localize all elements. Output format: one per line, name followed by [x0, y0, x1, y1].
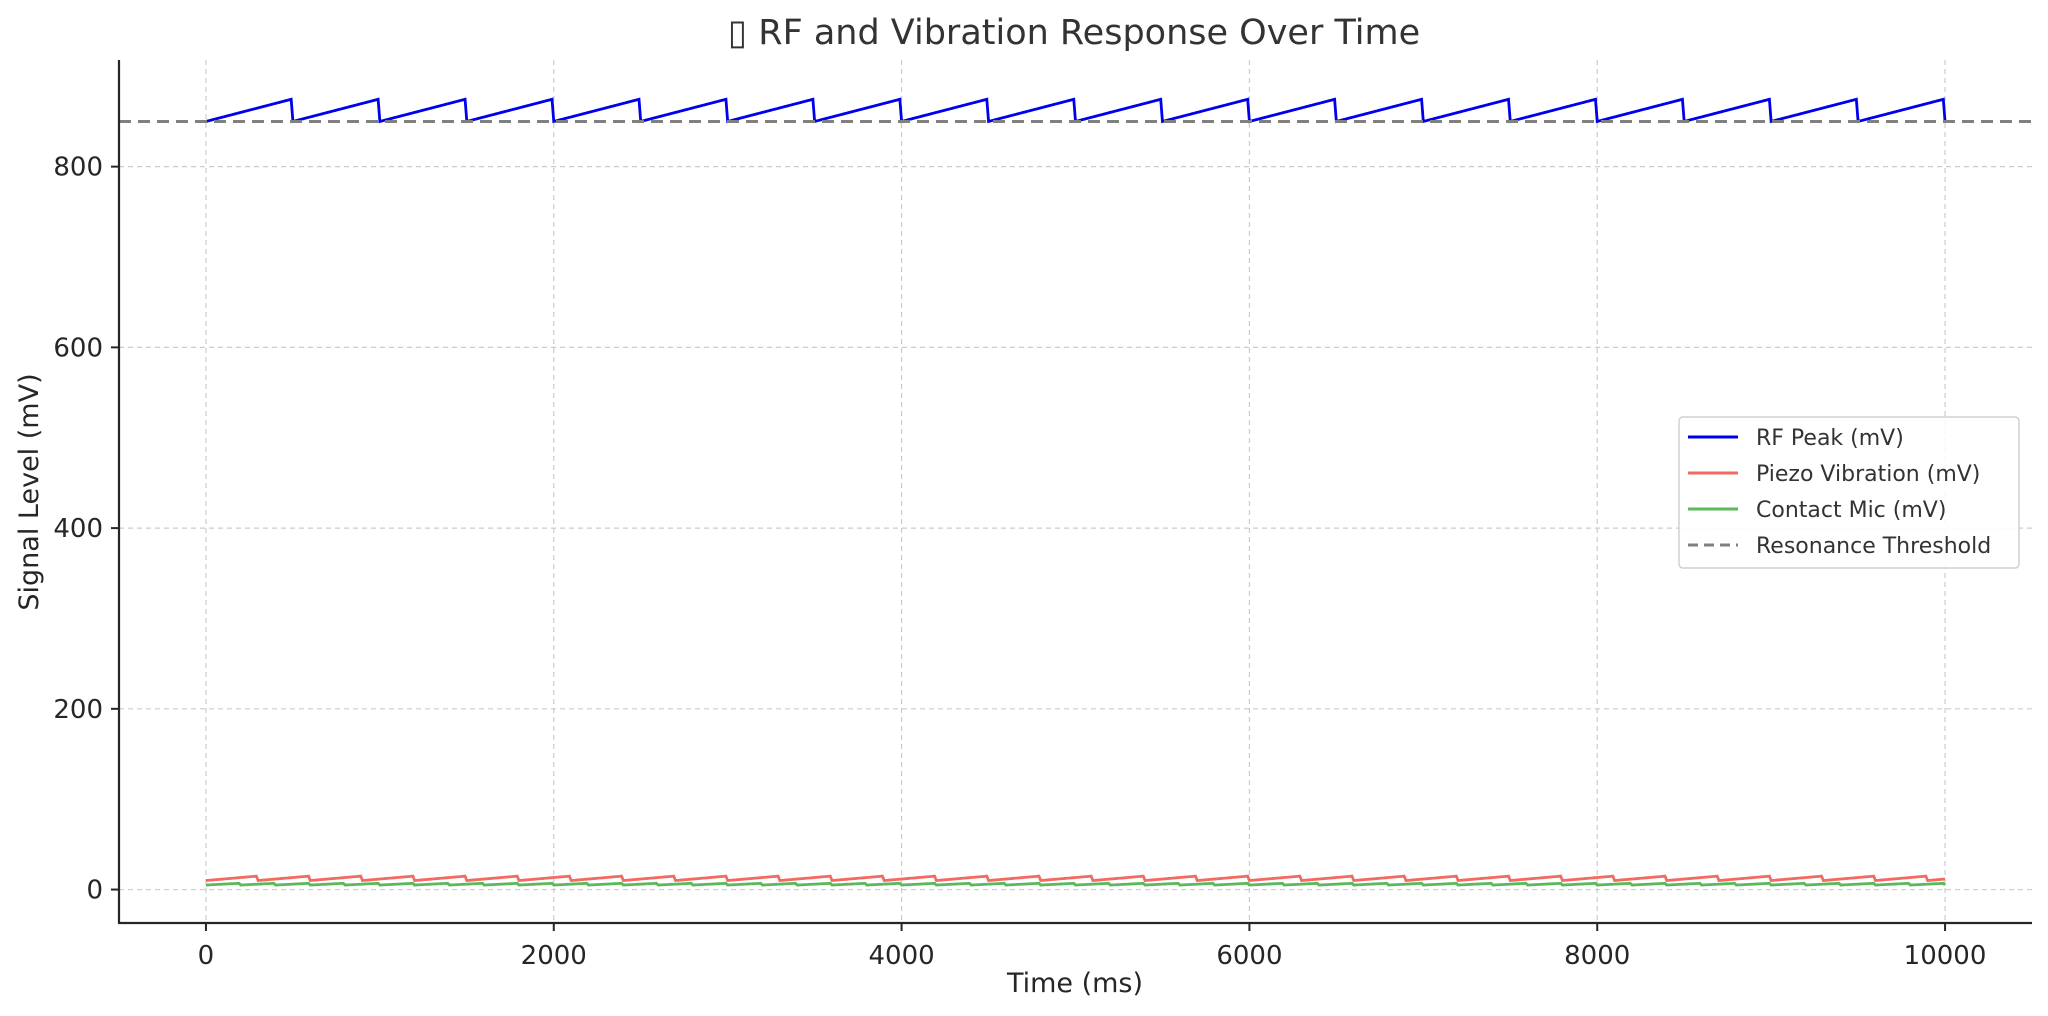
legend-label: Contact Mic (mV)	[1756, 498, 1946, 523]
y-tick-label: 200	[53, 695, 103, 725]
x-axis-ticks: 0 2000 4000 6000 8000 10000	[198, 923, 1987, 971]
y-tick-label: 0	[86, 876, 103, 906]
x-tick-label: 4000	[869, 941, 935, 971]
x-tick-label: 0	[198, 941, 215, 971]
series-line	[205, 97, 1947, 124]
series-line	[205, 874, 1946, 883]
plot-area	[119, 97, 2032, 887]
legend-label: Resonance Threshold	[1756, 534, 1991, 559]
x-tick-label: 8000	[1564, 941, 1630, 971]
y-axis-label: Signal Level (mV)	[14, 373, 45, 610]
x-axis-label: Time (ms)	[1006, 968, 1143, 999]
legend: RF Peak (mV) Piezo Vibration (mV) Contact …	[1678, 416, 2020, 569]
y-tick-label: 400	[53, 514, 103, 544]
grid	[119, 60, 2032, 923]
legend-box	[1678, 416, 2020, 569]
x-tick-label: 10000	[1904, 941, 1987, 971]
x-tick-label: 6000	[1216, 941, 1282, 971]
series-line	[205, 881, 1947, 887]
y-axis-ticks: 0 200 400 600 800	[53, 153, 119, 906]
axes	[117, 60, 2032, 925]
y-tick-label: 600	[53, 333, 103, 363]
y-tick-label: 800	[53, 153, 103, 183]
legend-label: RF Peak (mV)	[1756, 426, 1904, 451]
chart-title: ▯ RF and Vibration Response Over Time	[728, 13, 1420, 53]
x-tick-label: 2000	[521, 941, 587, 971]
legend-label: Piezo Vibration (mV)	[1756, 462, 1980, 487]
